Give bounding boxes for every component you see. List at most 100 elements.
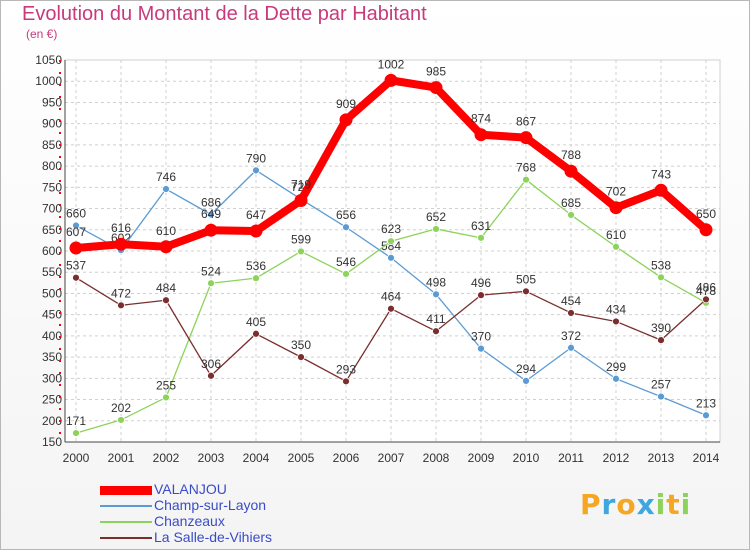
data-label: 546 [336,255,356,269]
data-point [342,377,350,386]
chart-subtitle: (en €) [26,27,58,41]
legend-swatch [100,486,152,495]
data-label: 454 [561,294,581,308]
data-point [477,291,485,300]
y-tick-label: 500 [42,286,62,300]
data-point [207,371,215,380]
data-label: 537 [66,259,86,273]
data-point [204,223,218,237]
data-point [567,309,575,317]
data-point [252,329,260,338]
data-label: 370 [471,330,491,344]
x-tick-label: 2004 [243,451,270,465]
data-point [339,113,353,127]
data-label: 686 [201,195,221,209]
logo-letter: x [636,488,656,521]
data-point [699,223,713,237]
data-point [564,164,578,178]
data-label: 616 [111,221,131,235]
data-point [657,273,665,282]
data-label: 505 [516,272,536,286]
data-point [69,241,83,255]
data-point [117,416,125,424]
data-point [294,193,308,207]
data-label: 584 [381,239,401,253]
data-point [432,290,440,299]
x-tick-label: 2006 [333,451,360,465]
data-label: 650 [696,207,716,221]
data-label: 746 [156,170,176,184]
data-label: 985 [426,65,446,79]
data-label: 257 [651,378,671,392]
data-label: 743 [651,167,671,181]
data-label: 411 [426,312,445,326]
data-label: 390 [651,321,671,335]
data-label: 293 [336,362,356,376]
data-point [387,304,395,313]
data-point [702,411,710,420]
data-point [114,237,128,251]
legend-label: La Salle-de-Vihiers [154,529,273,545]
x-tick-label: 2003 [198,451,225,465]
y-tick-label: 200 [42,414,62,428]
data-label: 768 [516,161,536,175]
data-point [387,237,395,246]
data-label: 350 [291,338,311,352]
data-label: 478 [696,284,716,298]
y-tick-label: 950 [42,95,62,109]
legend-label: VALANJOU [154,481,227,497]
legend-label: Chanzeaux [154,513,225,529]
data-point [72,429,80,437]
data-label: 788 [561,148,581,162]
data-point [249,224,263,238]
logo-letter: P [580,488,602,521]
y-tick-label: 650 [42,223,62,237]
y-tick-label: 250 [42,393,62,407]
data-point [252,166,260,175]
data-label: 1002 [378,57,405,71]
data-label: 486 [696,280,716,294]
data-point [252,274,260,283]
data-point [297,353,305,362]
data-label: 498 [426,275,446,289]
data-label: 472 [111,286,131,300]
data-point [432,225,440,233]
y-tick-label: 300 [42,371,62,385]
y-tick-label: 350 [42,350,62,364]
data-point [342,223,350,232]
data-label: 538 [651,258,671,272]
data-point [432,327,440,336]
data-label: 702 [606,185,626,199]
data-label: 631 [471,219,491,233]
x-tick-label: 2010 [513,451,540,465]
data-point [609,201,623,215]
data-label: 909 [336,97,356,111]
data-label: 372 [561,329,581,343]
data-point [519,131,533,145]
data-label: 656 [336,208,356,222]
y-tick-label: 450 [42,308,62,322]
data-point [159,240,173,254]
data-label: 524 [201,264,221,278]
x-tick-label: 2011 [558,451,584,465]
y-tick-label: 850 [42,138,62,152]
data-point [657,336,665,345]
data-label: 171 [66,414,86,428]
x-tick-label: 2005 [288,451,315,465]
data-point [297,247,305,256]
data-point [384,73,398,87]
logo-letter: i [655,488,667,521]
data-label: 405 [246,315,266,329]
data-point [567,211,575,219]
data-label: 647 [246,208,266,222]
data-label: 213 [696,396,716,410]
data-label: 536 [246,259,266,273]
data-label: 649 [201,207,221,221]
y-tick-label: 550 [42,265,62,279]
data-point [207,279,215,288]
data-label: 434 [606,302,626,316]
data-point [162,296,170,305]
y-tick-label: 700 [42,202,62,216]
y-tick-label: 800 [42,159,62,173]
